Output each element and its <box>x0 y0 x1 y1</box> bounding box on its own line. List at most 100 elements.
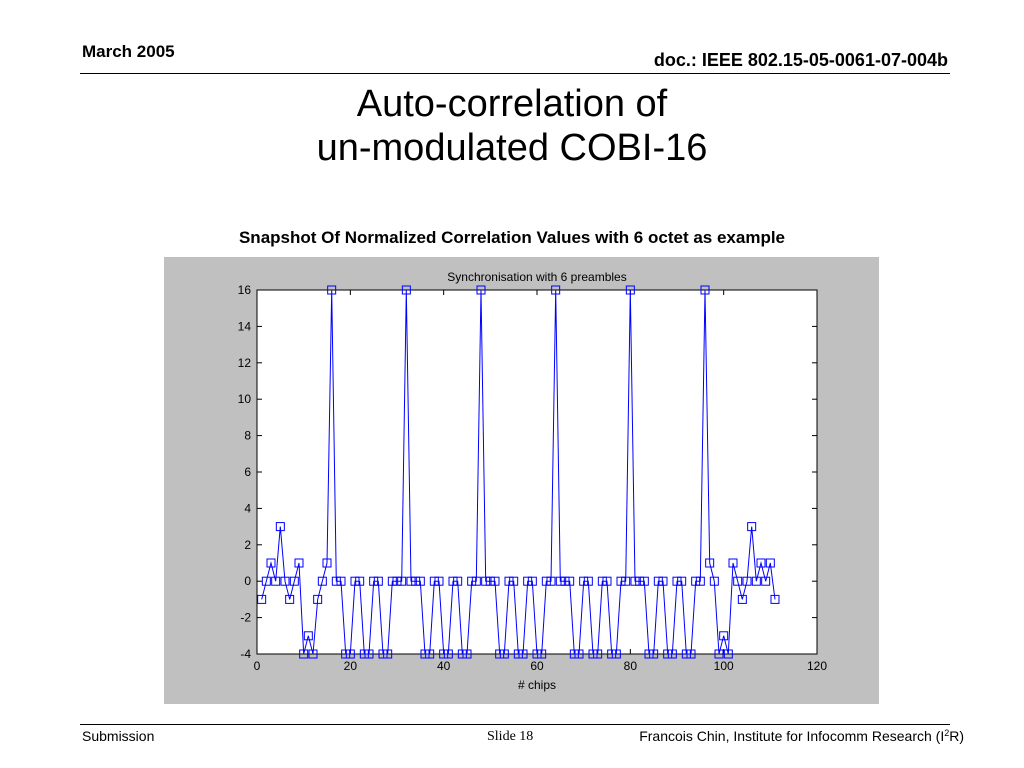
data-point-marker <box>383 649 393 659</box>
data-point-marker <box>271 576 281 586</box>
data-point-marker <box>677 576 687 586</box>
y-tick-label: 4 <box>244 501 251 515</box>
footer-author-sup: 2 <box>944 728 950 738</box>
slide-title: Auto-correlation of un-modulated COBI-16 <box>0 82 1024 170</box>
data-point-marker <box>630 576 640 586</box>
data-point-marker <box>723 649 733 659</box>
data-point-marker <box>644 649 654 659</box>
data-point-marker <box>560 576 570 586</box>
y-tick-label: -4 <box>240 647 251 661</box>
data-point-marker <box>602 576 612 586</box>
data-point-marker <box>504 576 514 586</box>
data-point-marker <box>607 649 617 659</box>
data-point-marker <box>574 649 584 659</box>
data-point-marker <box>658 576 668 586</box>
y-tick-label: 10 <box>238 392 252 406</box>
data-point-marker <box>509 576 519 586</box>
y-tick-label: 8 <box>244 429 251 443</box>
data-point-marker <box>373 576 383 586</box>
data-point-marker <box>747 522 757 532</box>
data-point-marker <box>359 649 369 659</box>
data-point-marker <box>649 649 659 659</box>
data-point-marker <box>467 576 477 586</box>
data-point-marker <box>341 649 351 659</box>
data-point-marker <box>765 558 775 568</box>
data-point-marker <box>523 576 533 586</box>
data-point-marker <box>453 576 463 586</box>
data-point-marker <box>415 576 425 586</box>
data-point-marker <box>597 576 607 586</box>
data-point-marker <box>439 649 449 659</box>
x-tick-label: 120 <box>807 659 827 673</box>
data-point-marker <box>681 649 691 659</box>
footer-slide-number: Slide 18 <box>487 729 534 744</box>
data-point-marker <box>443 649 453 659</box>
data-point-marker <box>308 649 318 659</box>
data-point-marker <box>313 594 323 604</box>
data-point-marker <box>621 576 631 586</box>
x-axis-label: # chips <box>518 678 556 692</box>
data-point-marker <box>770 594 780 604</box>
data-point-marker <box>639 576 649 586</box>
data-point-marker <box>518 649 528 659</box>
data-point-marker <box>289 576 299 586</box>
data-point-marker <box>257 594 267 604</box>
data-point-marker <box>569 649 579 659</box>
data-point-marker <box>667 649 677 659</box>
data-point-marker <box>280 576 290 586</box>
data-point-marker <box>322 558 332 568</box>
data-point-marker <box>551 285 561 295</box>
data-point-marker <box>434 576 444 586</box>
y-tick-label: 12 <box>238 356 252 370</box>
data-point-marker <box>266 558 276 568</box>
slide-title-line2: un-modulated COBI-16 <box>316 127 708 169</box>
plot-area <box>256 289 818 655</box>
data-point-marker <box>751 576 761 586</box>
data-point-marker <box>546 576 556 586</box>
data-point-marker <box>345 649 355 659</box>
x-tick-label: 80 <box>624 659 638 673</box>
data-point-marker <box>336 576 346 586</box>
header-date: March 2005 <box>82 42 175 61</box>
data-point-marker <box>476 285 486 295</box>
data-point-marker <box>261 576 271 586</box>
data-point-marker <box>485 576 495 586</box>
x-tick-label: 20 <box>344 659 358 673</box>
data-point-marker <box>761 576 771 586</box>
data-point-marker <box>378 649 388 659</box>
data-point-marker <box>327 285 337 295</box>
data-point-marker <box>299 649 309 659</box>
data-point-marker <box>537 649 547 659</box>
data-point-marker <box>737 594 747 604</box>
data-point-marker <box>588 649 598 659</box>
chart-title: Synchronisation with 6 preambles <box>447 270 626 284</box>
y-tick-label: 6 <box>244 465 251 479</box>
data-point-marker <box>457 649 467 659</box>
data-point-marker <box>397 576 407 586</box>
footer-author-suffix: R) <box>949 728 964 744</box>
data-point-marker <box>541 576 551 586</box>
data-point-marker <box>411 576 421 586</box>
data-point-marker <box>555 576 565 586</box>
data-point-marker <box>448 576 458 586</box>
y-tick-label: 16 <box>238 283 252 297</box>
slide-title-line1: Auto-correlation of <box>356 83 668 125</box>
data-point-marker <box>532 649 542 659</box>
data-point-marker <box>429 576 439 586</box>
footer-author: Francois Chin, Institute for Infocomm Re… <box>639 728 964 744</box>
data-point-marker <box>672 576 682 586</box>
footer-submission: Submission <box>82 728 155 744</box>
data-point-marker <box>355 576 365 586</box>
data-point-marker <box>705 558 715 568</box>
data-point-marker <box>275 522 285 532</box>
data-point-marker <box>387 576 397 586</box>
data-point-marker <box>565 576 575 586</box>
data-point-marker <box>495 649 505 659</box>
y-tick-label: -2 <box>240 611 251 625</box>
correlation-chart: -4 -2 0 2 4 6 8 10 12 14 16 0 20 40 60 80 100 120 Synchron… <box>238 270 828 692</box>
x-tick-label: 60 <box>530 659 544 673</box>
data-point-marker <box>527 576 537 586</box>
data-point-marker <box>471 576 481 586</box>
data-point-marker <box>285 594 295 604</box>
data-point-marker <box>364 649 374 659</box>
